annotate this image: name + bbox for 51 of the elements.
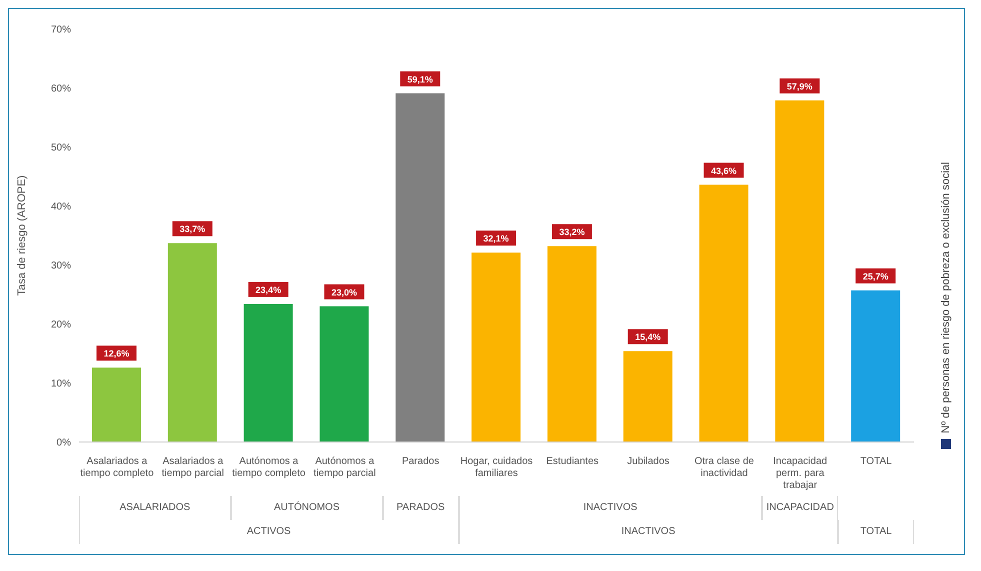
x-tick-label: Asalariados a tiempo completo: [80, 456, 154, 479]
bar: [168, 243, 217, 442]
data-label: 25,7%: [862, 271, 888, 282]
x-tick-label: Asalariados a tiempo parcial: [162, 456, 224, 479]
data-label: 33,2%: [559, 227, 585, 238]
x-tick-label: Autónomos a tiempo completo: [232, 456, 306, 479]
text: Nº de personas en riesgo de pobreza o exclusión social: [940, 162, 952, 433]
x-tick-label: Parados: [402, 456, 440, 467]
data-label: 59,1%: [407, 74, 433, 84]
x-tick-label: Estudiantes: [546, 456, 599, 467]
bar: [623, 351, 672, 442]
y-tick-label: 50%: [50, 142, 72, 154]
bar: [775, 100, 824, 442]
y-tick-label: 70%: [50, 24, 72, 36]
y-tick-label: 0%: [56, 438, 72, 449]
text: TOTAL: [838, 520, 914, 544]
data-label: 15,4%: [635, 332, 661, 342]
text: INACTIVOS: [458, 496, 762, 520]
bar: [396, 93, 445, 442]
bar: [244, 304, 293, 442]
y-axis-title: Tasa de riesgo (AROPE): [16, 175, 28, 296]
y-tick-label: 30%: [50, 260, 72, 272]
data-label: 23,4%: [256, 284, 282, 295]
bar: [699, 184, 748, 442]
text: AUTÓNOMOS: [230, 496, 383, 520]
data-label: 32,1%: [483, 234, 509, 244]
text: ACTIVOS: [79, 520, 459, 544]
bar: [851, 290, 900, 442]
x-tick-label: Autónomos a tiempo parcial: [314, 456, 376, 479]
y-tick-label: 40%: [50, 202, 72, 213]
data-label: 12,6%: [104, 348, 130, 359]
data-label: 43,6%: [711, 166, 737, 176]
x-tick-label: Otra clase de inactividad: [694, 456, 754, 479]
y-tick-label: 20%: [50, 320, 72, 331]
text: INCAPACIDAD: [762, 496, 838, 520]
text: INACTIVOS: [458, 520, 838, 544]
y-tick-label: 10%: [50, 378, 72, 390]
text: ASALARIADOS: [79, 496, 231, 520]
x-tick-label: Incapacidad perm. para trabajar: [773, 456, 828, 491]
data-label: 23,0%: [331, 287, 357, 298]
bar: [320, 306, 369, 442]
x-tick-label: TOTAL: [860, 456, 892, 467]
data-label: 33,7%: [180, 224, 206, 234]
bar: [547, 246, 596, 442]
bar: [472, 252, 521, 442]
x-tick-label: Hogar, cuidados familiares: [460, 456, 533, 479]
data-label: 57,9%: [786, 81, 812, 92]
x-tick-label: Jubilados: [627, 456, 670, 467]
bar: [92, 368, 141, 442]
text: PARADOS: [382, 496, 459, 520]
y-tick-label: 60%: [50, 84, 72, 95]
